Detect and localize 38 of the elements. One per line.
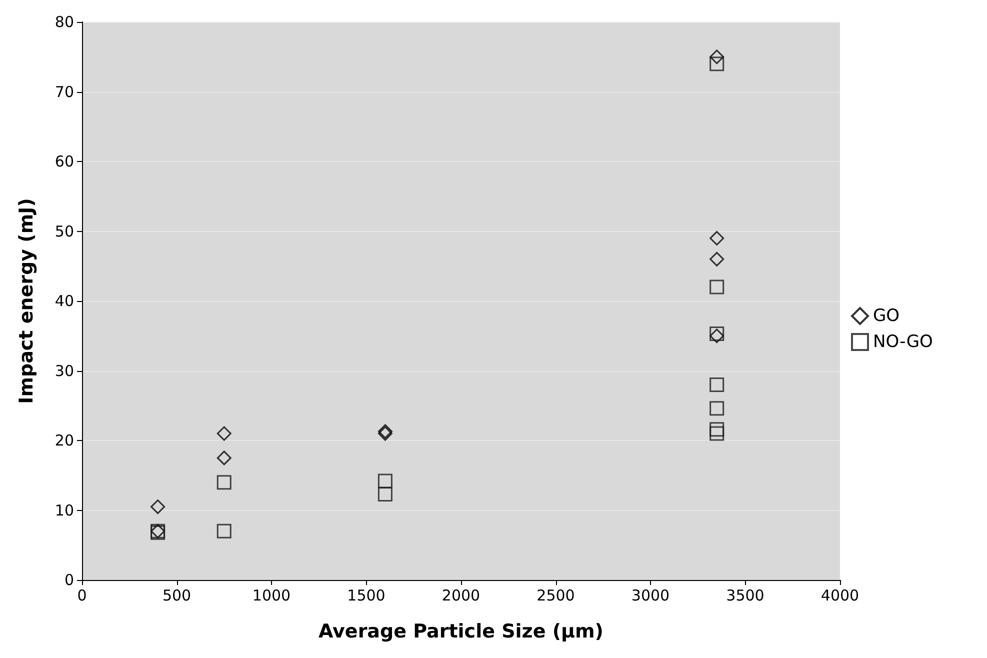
x-tick-label: 1500: [347, 586, 386, 604]
point: [710, 280, 724, 294]
point: [216, 475, 232, 490]
point: [710, 56, 724, 72]
x-tick-label: 1000: [252, 586, 291, 604]
y-tick-label: 50: [54, 222, 74, 240]
point: [216, 524, 232, 538]
y-tick-label: 80: [54, 13, 74, 31]
point: [216, 426, 232, 441]
x-tick-label: 3500: [726, 586, 764, 604]
x-tick-label: 2500: [536, 586, 575, 604]
x-tick-label: 3000: [631, 586, 670, 604]
legend-label: NO-GO: [873, 332, 933, 352]
point: [150, 500, 166, 514]
y-tick-label: 0: [64, 571, 74, 589]
y-tick-label: 10: [54, 501, 74, 520]
x-tick-label: 4000: [820, 586, 860, 604]
x-tick-label: 500: [162, 586, 192, 604]
point: [710, 252, 724, 266]
point: [710, 230, 724, 246]
legend-label: GO: [873, 306, 900, 326]
point: [710, 426, 724, 441]
y-tick-label: 60: [54, 152, 74, 170]
point: [378, 486, 392, 502]
point: [710, 422, 724, 437]
point: [710, 377, 724, 392]
y-tick-label: 70: [54, 82, 74, 101]
y-tick-label: 40: [54, 292, 74, 310]
y-axis-title: Impact energy (mJ): [16, 198, 38, 404]
x-tick-label: 2000: [442, 586, 480, 604]
point: [378, 474, 392, 488]
y-tick-label: 30: [54, 362, 74, 380]
x-axis-title: Average Particle Size (μm): [318, 620, 604, 642]
x-tick-label: 0: [77, 586, 87, 604]
y-tick-label: 20: [54, 432, 74, 450]
point: [710, 401, 724, 416]
point: [710, 50, 724, 64]
point: [216, 450, 232, 466]
